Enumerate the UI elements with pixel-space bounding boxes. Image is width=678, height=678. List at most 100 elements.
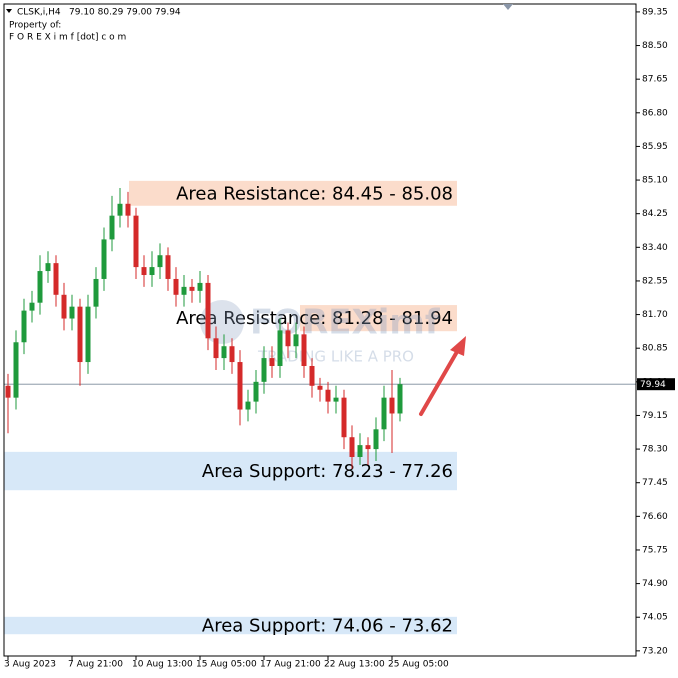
candle-body bbox=[357, 445, 363, 457]
candle-body bbox=[373, 429, 379, 450]
candle-body bbox=[389, 397, 395, 414]
watermark-logo bbox=[200, 300, 244, 344]
candle-body bbox=[197, 282, 203, 291]
shift-marker bbox=[503, 4, 513, 10]
candle-body bbox=[77, 306, 83, 363]
y-tick-label: 78.30 bbox=[642, 445, 668, 455]
arrow-shaft bbox=[419, 348, 460, 416]
note: Property of: bbox=[9, 21, 61, 31]
candle-body bbox=[45, 263, 51, 272]
y-tick-label: 73.20 bbox=[642, 646, 668, 656]
zone bbox=[4, 616, 457, 635]
candle-body bbox=[93, 278, 99, 307]
candle-body bbox=[333, 397, 339, 402]
candle-body bbox=[277, 330, 283, 367]
candle-body bbox=[229, 346, 235, 363]
candle-body bbox=[109, 215, 115, 240]
y-tick-label: 88.50 bbox=[642, 41, 668, 51]
zone bbox=[4, 451, 457, 491]
plot-frame bbox=[3, 3, 637, 657]
candle-body bbox=[133, 215, 139, 268]
candle-body bbox=[205, 282, 211, 339]
candle-body bbox=[165, 255, 171, 279]
candle-body bbox=[37, 271, 43, 303]
y-tick-label: 84.25 bbox=[642, 209, 668, 219]
candle-body bbox=[5, 385, 11, 398]
candle-body bbox=[21, 310, 27, 343]
candle-body bbox=[341, 397, 347, 438]
symbol: CLSK,i,H4 bbox=[17, 8, 61, 18]
candle-body bbox=[309, 366, 315, 386]
zones: Area Resistance: 84.45 - 85.08 Area Resis… bbox=[4, 180, 457, 637]
candle-body bbox=[349, 437, 355, 457]
header-values: 79.10 80.29 79.00 79.94 bbox=[69, 8, 181, 18]
candle-body bbox=[157, 255, 163, 268]
candle-body bbox=[301, 334, 307, 367]
zone bbox=[129, 180, 457, 206]
y-tick-label: 75.75 bbox=[642, 545, 668, 555]
candle-body bbox=[61, 294, 67, 319]
candle-body bbox=[181, 286, 187, 295]
x-tick-label: 10 Aug 13:00 bbox=[132, 660, 193, 670]
x-tick-label: 7 Aug 21:00 bbox=[68, 660, 123, 670]
x-tick-label: 3 Aug 2023 bbox=[4, 660, 56, 670]
y-tick-label: 89.35 bbox=[642, 7, 668, 17]
y-tick-label: 80.85 bbox=[642, 344, 668, 354]
candle-body bbox=[189, 286, 195, 291]
y-tick-label: 82.55 bbox=[642, 276, 668, 286]
candle-body bbox=[285, 330, 291, 347]
zone-label: Area Resistance: 84.45 - 85.08 bbox=[176, 183, 453, 204]
candle-body bbox=[245, 401, 251, 410]
y-tick-label: 85.95 bbox=[642, 142, 668, 152]
candle-body bbox=[381, 397, 387, 430]
menu-arrow bbox=[6, 9, 12, 13]
candle-body bbox=[237, 362, 243, 410]
candle-body bbox=[397, 384, 403, 414]
x-tick-label: 17 Aug 21:00 bbox=[260, 660, 321, 670]
note: F O R E X i m f [dot] c o m bbox=[9, 33, 126, 43]
x-tick-label: 15 Aug 05:00 bbox=[196, 660, 257, 670]
candle-body bbox=[149, 267, 155, 276]
candle-body bbox=[101, 239, 107, 279]
candle-body bbox=[69, 306, 75, 319]
candle-body bbox=[53, 263, 59, 295]
y-tick-label: 79.15 bbox=[642, 411, 668, 421]
candle-body bbox=[29, 302, 35, 311]
zone-label: Area Resistance: 81.28 - 81.94 bbox=[176, 308, 453, 329]
candle-body bbox=[141, 267, 147, 276]
candle-body bbox=[365, 445, 371, 450]
x-tick-label: 25 Aug 05:00 bbox=[388, 660, 449, 670]
arrow-head bbox=[450, 336, 466, 356]
candle-body bbox=[293, 334, 299, 347]
candle-body bbox=[117, 203, 123, 216]
last-price-box bbox=[637, 378, 675, 391]
candle-body bbox=[317, 385, 323, 390]
candle-body bbox=[253, 381, 259, 402]
candle-body bbox=[13, 342, 19, 398]
y-tick-label: 74.05 bbox=[642, 613, 668, 623]
x-tick-label: 22 Aug 13:00 bbox=[324, 660, 385, 670]
last-price-label: 79.94 bbox=[640, 380, 666, 390]
y-tick-label: 86.80 bbox=[642, 108, 668, 118]
plot bbox=[4, 187, 636, 469]
zone-label: Area Support: 74.06 - 73.62 bbox=[202, 616, 453, 637]
y-tick-label: 83.40 bbox=[642, 243, 668, 253]
candle-body bbox=[173, 278, 179, 295]
y-tick-label: 76.60 bbox=[642, 512, 668, 522]
candle-body bbox=[269, 358, 275, 367]
zone bbox=[300, 305, 457, 332]
candle-body bbox=[213, 338, 219, 359]
zone-label: Area Support: 78.23 - 77.26 bbox=[202, 461, 453, 482]
trend-arrow bbox=[419, 336, 466, 416]
y-tick-label: 77.45 bbox=[642, 478, 668, 488]
y-tick-label: 74.90 bbox=[642, 579, 668, 589]
candle-body bbox=[125, 203, 131, 216]
candle-body bbox=[261, 358, 267, 382]
y-tick-label: 81.70 bbox=[642, 310, 668, 320]
y-tick-label: 87.65 bbox=[642, 75, 668, 85]
candle-body bbox=[221, 346, 227, 359]
y-tick-label: 85.10 bbox=[642, 176, 668, 186]
candle-body bbox=[325, 389, 331, 402]
